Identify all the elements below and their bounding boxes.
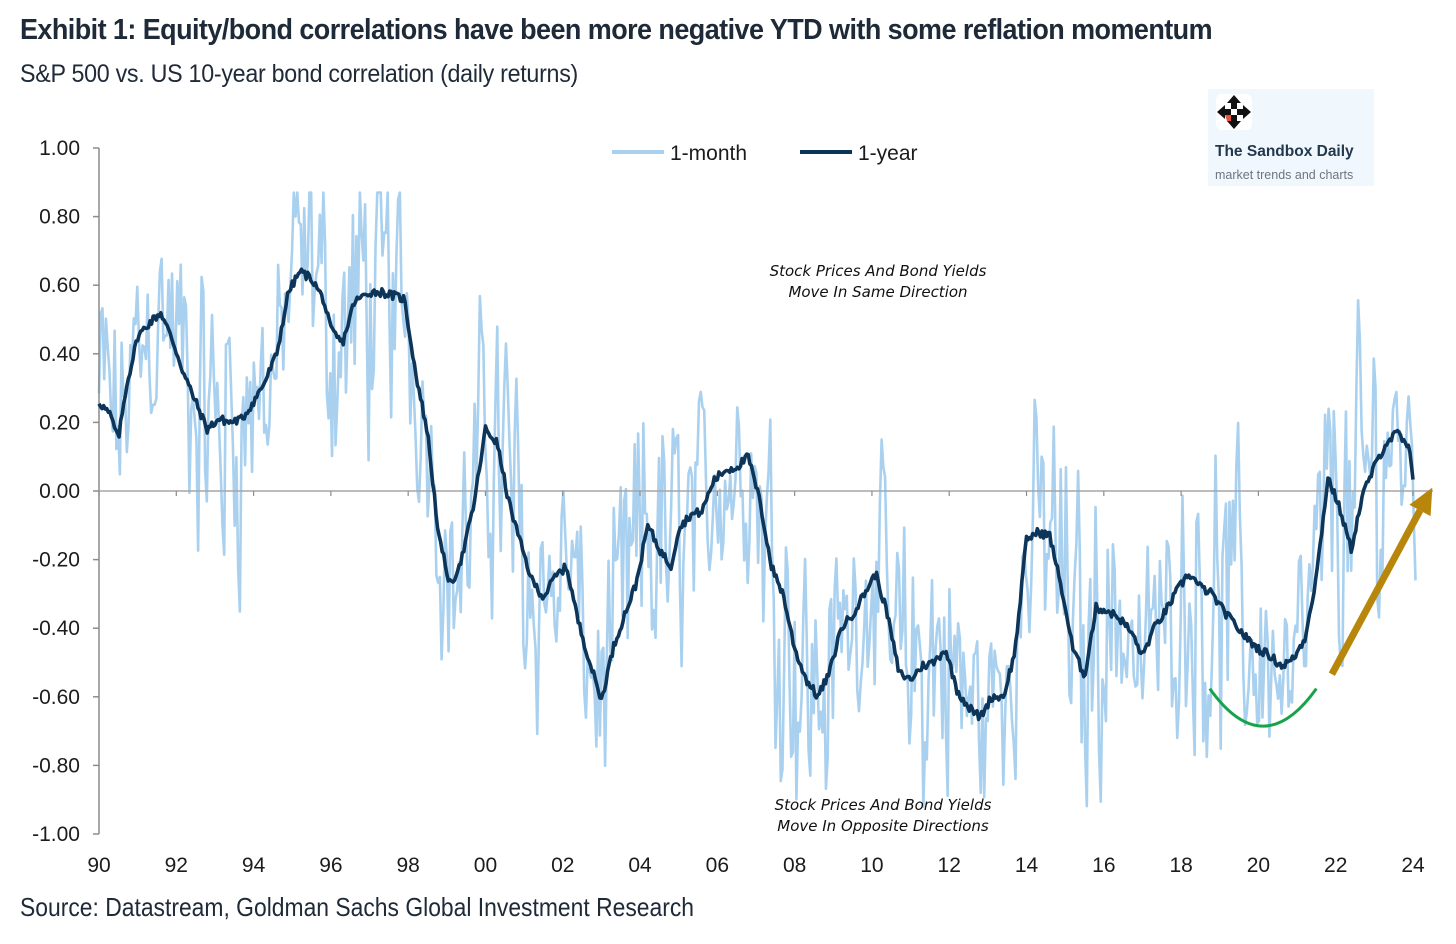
legend-label-1-year: 1-year [858,142,918,165]
y-tick-label: -0.20 [32,549,80,572]
y-tick-label: -0.60 [32,686,80,709]
x-tick-label: 14 [1015,854,1039,877]
chart-subtitle: S&P 500 vs. US 10-year bond correlation … [20,60,579,88]
y-tick-label: 0.40 [39,343,80,366]
x-tick-label: 10 [860,854,883,877]
watermark-badge: The Sandbox Daily market trends and char… [1208,89,1374,186]
line-1-year [97,267,1415,722]
annotations: Stock Prices And Bond Yields Move In Sam… [770,262,1433,835]
x-tick-label: 90 [87,854,110,877]
x-tick-label: 96 [319,854,342,877]
y-tick-label: 1.00 [39,137,80,160]
y-tick-label: -1.00 [32,823,80,846]
y-tick-label: 0.60 [39,274,80,297]
watermark-name: The Sandbox Daily [1215,143,1354,160]
source-note: Source: Datastream, Goldman Sachs Global… [20,892,695,922]
x-tick-label: 18 [1169,854,1192,877]
x-tick-label: 98 [396,854,419,877]
line-1-month [97,191,1417,808]
series-1-month [97,191,1417,808]
y-tick-label: 0.20 [39,411,80,434]
trend-arrow-head [1409,487,1433,517]
y-tick-label: -0.40 [32,617,80,640]
annotation-opposite-directions-line2: Move In Opposite Directions [777,817,989,835]
x-tick-label: 22 [1324,854,1347,877]
x-tick-label: 16 [1092,854,1115,877]
x-tick-label: 92 [165,854,188,877]
series-1-year [97,267,1415,722]
x-tick-label: 20 [1247,854,1270,877]
x-tick-label: 24 [1401,854,1425,877]
x-tick-label: 06 [706,854,729,877]
trend-arrow-shaft [1328,508,1424,676]
y-tick-label: 0.80 [39,206,80,229]
trough-arc [1208,687,1318,728]
axes: 1.00 0.80 0.60 0.40 0.20 0.00 -0.20 -0.40 -0.60 -… [32,137,1433,877]
x-tick-label: 94 [242,854,266,877]
annotation-same-direction-line2: Move In Same Direction [788,283,967,301]
y-tick-label: -0.80 [32,754,80,777]
legend-label-1-month: 1-month [670,142,747,165]
annotation-opposite-directions-line1: Stock Prices And Bond Yields [775,796,992,814]
y-tick-label: 0.00 [39,480,80,503]
x-tick-label: 08 [783,854,806,877]
x-tick-label: 04 [628,854,652,877]
move-arrows-icon [1216,94,1252,130]
x-tick-label: 02 [551,854,574,877]
legend: 1-month 1-year [612,142,918,165]
trend-arrow [1328,487,1433,676]
x-tick-label: 00 [474,854,497,877]
chart-title: Exhibit 1: Equity/bond correlations have… [20,14,1213,46]
watermark-tagline: market trends and charts [1215,168,1354,182]
x-tick-label: 12 [938,854,961,877]
annotation-same-direction-line1: Stock Prices And Bond Yields [770,262,987,280]
